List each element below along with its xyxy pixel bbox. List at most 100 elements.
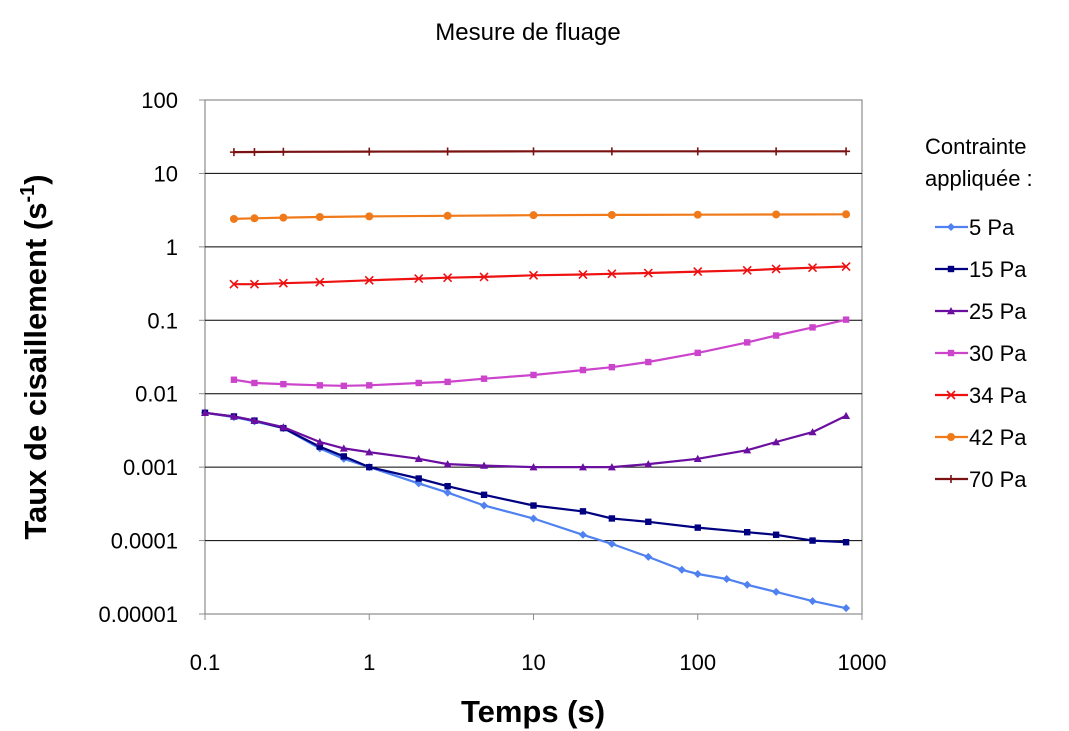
plot-area: 0.00001 0.0001 0.001 0.01 0.1 1 10 100 0.1 1 10 10…: [98, 88, 886, 675]
data-point: [842, 147, 851, 156]
data-point: [340, 453, 348, 460]
legend-swatch-marker: [947, 475, 955, 483]
y-tick-label: 0.001: [123, 455, 178, 480]
data-point: [479, 272, 489, 282]
y-axis-title: Taux de cisaillement (s-1): [17, 174, 53, 539]
data-point: [315, 437, 324, 446]
data-point: [693, 454, 702, 462]
data-point: [772, 332, 780, 339]
data-point: [250, 147, 259, 156]
legend-item: 25 Pa: [935, 299, 1027, 324]
data-point: [694, 524, 701, 531]
data-point: [480, 375, 488, 382]
data-point: [809, 537, 816, 544]
data-point: [693, 570, 702, 579]
data-point: [743, 529, 751, 536]
data-point: [443, 273, 453, 283]
data-point: [742, 265, 752, 275]
data-point: [414, 454, 423, 462]
data-point: [315, 277, 325, 287]
y-axis-title-superscript: -1: [17, 185, 39, 203]
data-point: [607, 210, 616, 219]
data-point: [608, 515, 616, 522]
data-point: [480, 501, 489, 510]
data-point: [365, 212, 374, 221]
data-point: [771, 264, 781, 274]
data-point: [480, 461, 489, 469]
data-point: [607, 539, 616, 548]
data-point: [278, 278, 288, 288]
data-point: [415, 475, 422, 482]
data-point: [251, 379, 258, 387]
x-tick-label: 10: [521, 650, 545, 675]
y-tick-label: 100: [141, 88, 178, 113]
legend-label: 5 Pa: [969, 215, 1015, 240]
data-point: [772, 531, 780, 538]
y-tick-label: 1: [166, 235, 178, 260]
data-point: [693, 147, 702, 156]
series-line: [204, 411, 847, 469]
legend-swatch-marker: [947, 307, 955, 315]
data-point: [230, 376, 238, 383]
data-point: [250, 416, 259, 424]
x-tick-labels: 0.1 1 10 100 1000: [190, 650, 887, 675]
data-point: [842, 411, 851, 420]
y-tick-label: 0.01: [135, 382, 178, 407]
data-point: [366, 382, 373, 389]
legend-swatch-marker: [946, 390, 956, 400]
data-point: [645, 358, 652, 366]
data-point: [530, 371, 537, 379]
data-point: [444, 378, 451, 386]
series-line: [233, 265, 847, 286]
series-group: [201, 147, 851, 613]
x-tick-label: 1: [363, 650, 375, 675]
legend-title-line-2: appliquée :: [925, 166, 1033, 191]
data-point: [365, 448, 374, 456]
legend-swatch-marker: [947, 223, 955, 231]
data-point: [772, 210, 781, 219]
data-point: [743, 446, 752, 454]
series-30-pa: [230, 316, 850, 390]
data-point: [279, 213, 288, 222]
y-tick-labels: 0.00001 0.0001 0.001 0.01 0.1 1 10 100: [98, 88, 178, 627]
legend-swatch-marker: [947, 349, 955, 357]
data-point: [229, 412, 238, 420]
data-point: [693, 210, 702, 219]
plot-frame: [204, 99, 863, 615]
legend-label: 34 Pa: [969, 383, 1027, 408]
data-point: [443, 147, 452, 156]
legend-label: 42 Pa: [969, 425, 1027, 450]
y-tick-label: 0.0001: [111, 529, 178, 554]
data-point: [842, 316, 850, 323]
data-point: [772, 587, 781, 596]
chart-title: Mesure de fluage: [435, 19, 620, 46]
data-point: [607, 463, 616, 471]
data-point: [529, 514, 538, 523]
data-point: [201, 408, 209, 416]
legend-label: 25 Pa: [969, 299, 1027, 324]
data-point: [842, 210, 851, 219]
data-point: [607, 269, 617, 279]
data-point: [693, 267, 703, 277]
data-point: [443, 211, 452, 220]
legend-swatch-marker: [947, 433, 955, 441]
y-tick-label: 10: [154, 161, 178, 186]
data-point: [743, 339, 751, 346]
legend-title-line-1: Contrainte: [925, 134, 1027, 159]
data-point: [644, 460, 653, 468]
series-15-pa: [201, 409, 850, 546]
data-point: [608, 363, 616, 371]
x-tick-label: 100: [679, 650, 716, 675]
data-point: [841, 261, 851, 272]
data-point: [578, 269, 588, 280]
series-line: [204, 411, 847, 544]
data-point: [643, 268, 653, 278]
data-point: [772, 437, 781, 446]
y-axis-title-close: ): [18, 174, 53, 184]
data-point: [645, 518, 652, 526]
series-70-pa: [229, 147, 851, 157]
series-42-pa: [229, 210, 851, 223]
data-point: [229, 279, 239, 289]
legend-label: 30 Pa: [969, 341, 1027, 366]
data-point: [529, 463, 538, 471]
